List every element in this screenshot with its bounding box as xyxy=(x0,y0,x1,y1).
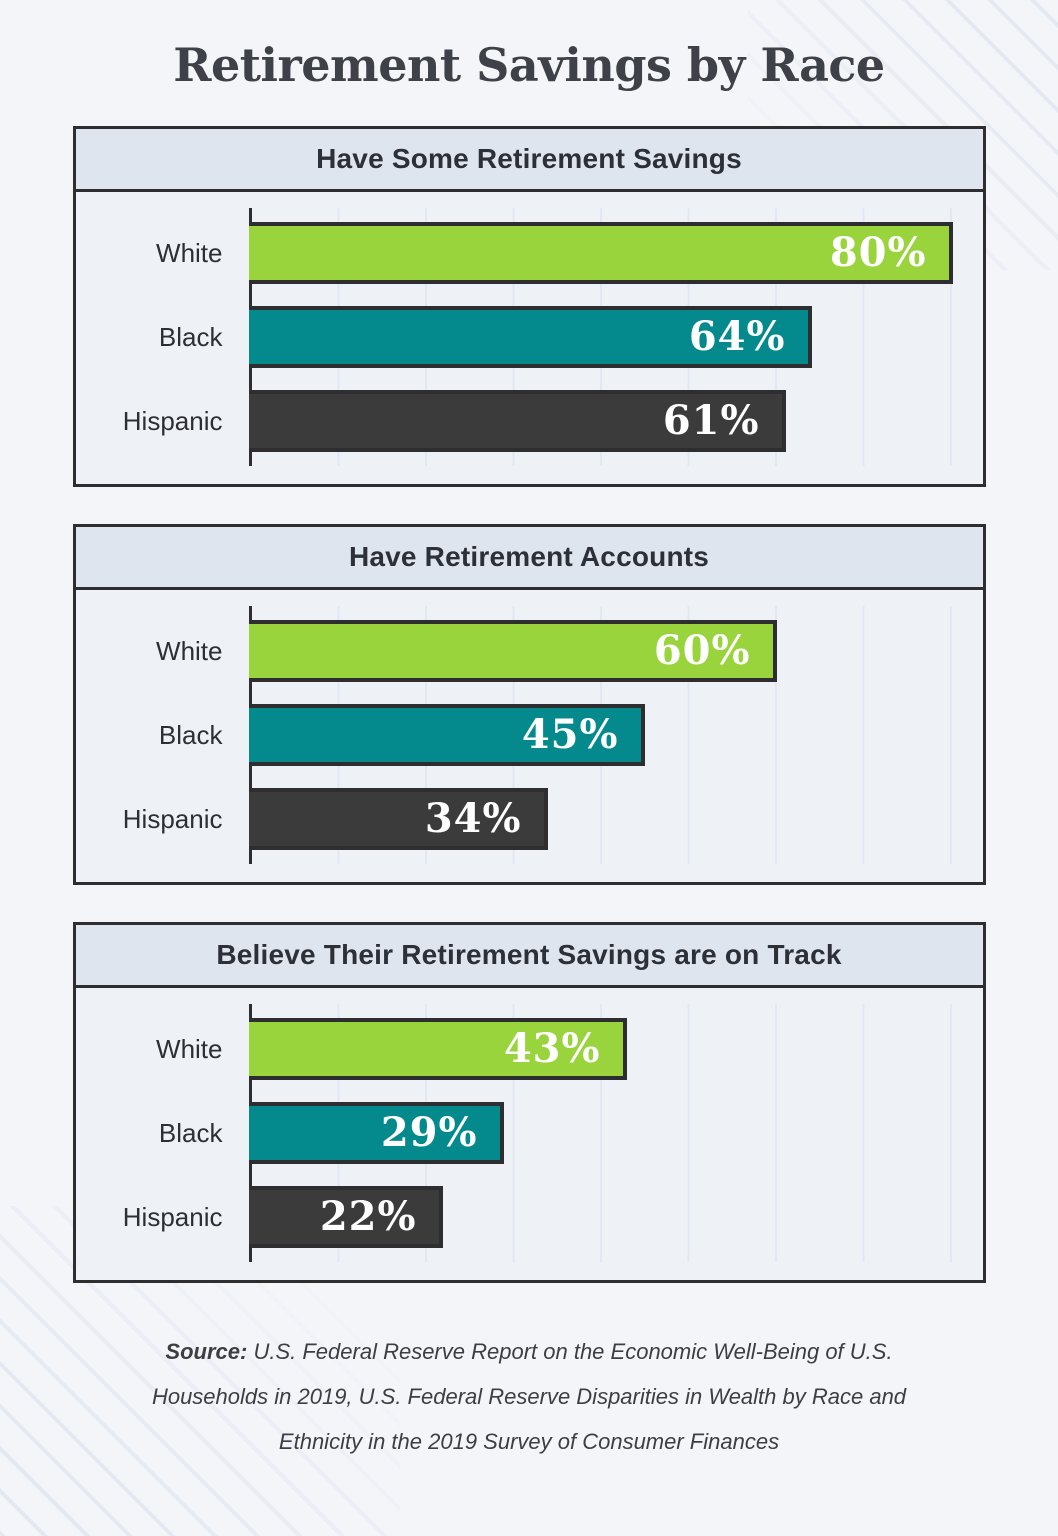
bar-row-black: Black 29% xyxy=(76,1102,983,1164)
bar-white: 60% xyxy=(248,620,777,682)
source-label: Source: xyxy=(165,1339,248,1364)
bar-row-white: White 43% xyxy=(76,1018,983,1080)
chart-title: Have Some Retirement Savings xyxy=(316,143,742,174)
bar-row-hispanic: Hispanic 34% xyxy=(76,788,983,850)
value-label: 45% xyxy=(521,711,619,758)
chart-header: Believe Their Retirement Savings are on … xyxy=(75,925,983,988)
source-text: U.S. Federal Reserve Report on the Econo… xyxy=(151,1339,907,1455)
bar-hispanic: 34% xyxy=(248,788,548,850)
category-label: White xyxy=(156,237,223,268)
value-label: 60% xyxy=(653,627,751,674)
value-label: 80% xyxy=(829,229,927,276)
chart-plot-area: White 43% Black 29% Hispanic 22% xyxy=(76,988,983,1280)
category-label: Black xyxy=(158,321,223,352)
bar-black: 29% xyxy=(248,1102,504,1164)
value-label: 61% xyxy=(662,397,760,444)
category-label: Black xyxy=(158,1117,223,1148)
chart-plot-area: White 80% Black 64% Hispanic 61% xyxy=(76,192,983,484)
value-label: 64% xyxy=(688,313,786,360)
page-title: Retirement Savings by Race xyxy=(173,38,885,92)
category-label: Black xyxy=(158,719,223,750)
chart-plot-area: White 60% Black 45% Hispanic 34% xyxy=(76,590,983,882)
chart-title: Believe Their Retirement Savings are on … xyxy=(216,939,842,970)
category-label: Hispanic xyxy=(122,405,223,436)
bar-white: 43% xyxy=(248,1018,627,1080)
value-label: 29% xyxy=(380,1109,478,1156)
chart-card-savings-on-track: Believe Their Retirement Savings are on … xyxy=(72,922,986,1283)
source-note: Source: U.S. Federal Reserve Report on t… xyxy=(122,1329,937,1464)
bar-row-white: White 60% xyxy=(76,620,983,682)
chart-title: Have Retirement Accounts xyxy=(348,541,710,572)
bar-white: 80% xyxy=(248,222,953,284)
value-label: 43% xyxy=(503,1025,601,1072)
bar-black: 45% xyxy=(248,704,645,766)
bar-row-hispanic: Hispanic 61% xyxy=(76,390,983,452)
chart-card-have-retirement-accounts: Have Retirement Accounts White 60% Black… xyxy=(72,524,986,885)
bar-hispanic: 61% xyxy=(248,390,786,452)
bar-black: 64% xyxy=(248,306,812,368)
category-label: Hispanic xyxy=(122,803,223,834)
chart-header: Have Retirement Accounts xyxy=(75,527,983,590)
chart-header: Have Some Retirement Savings xyxy=(75,129,983,192)
chart-card-have-some-retirement-savings: Have Some Retirement Savings White 80% B… xyxy=(72,126,986,487)
infographic: Retirement Savings by Race Have Some Ret… xyxy=(72,38,986,1464)
bar-row-black: Black 64% xyxy=(76,306,983,368)
category-label: White xyxy=(156,635,223,666)
category-label: Hispanic xyxy=(122,1201,223,1232)
bar-row-hispanic: Hispanic 22% xyxy=(76,1186,983,1248)
bar-hispanic: 22% xyxy=(248,1186,443,1248)
value-label: 34% xyxy=(424,795,522,842)
bar-row-white: White 80% xyxy=(76,222,983,284)
bar-row-black: Black 45% xyxy=(76,704,983,766)
category-label: White xyxy=(156,1033,223,1064)
value-label: 22% xyxy=(319,1193,417,1240)
